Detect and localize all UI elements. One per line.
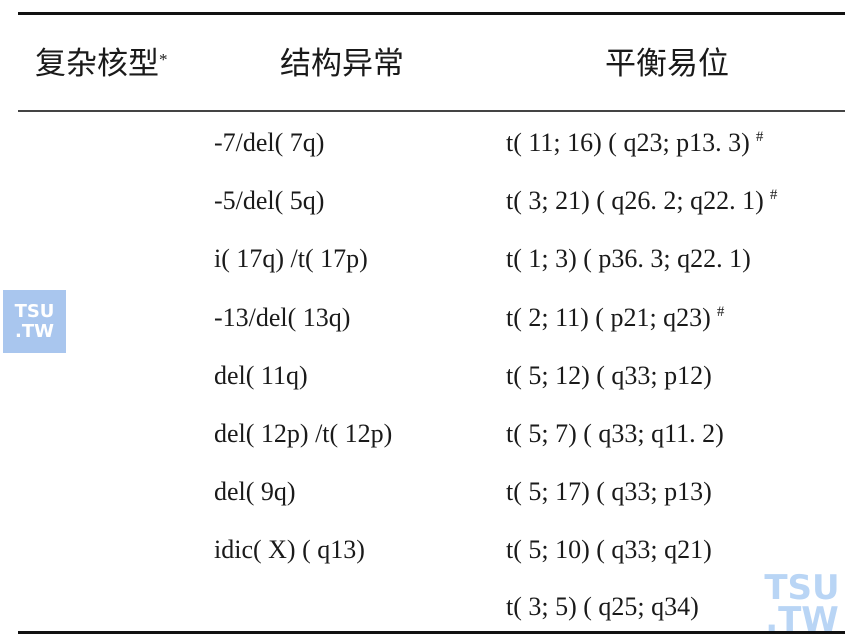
structural-abnormality-cell: -13/del( 13q) <box>214 303 351 332</box>
structural-abnormality-cell: del( 9q) <box>214 477 296 506</box>
header-text: 复杂核型 <box>35 46 159 81</box>
top-rule <box>18 12 845 15</box>
balanced-translocation-cell: t( 1; 3) ( p36. 3; q22. 1) <box>506 244 751 274</box>
translocation-text: t( 11; 16) ( q23; p13. 3) <box>506 128 750 157</box>
translocation-text: t( 5; 17) ( q33; p13) <box>506 477 712 506</box>
footnote-marker: # <box>755 129 764 145</box>
balanced-translocation-cell: t( 11; 16) ( q23; p13. 3) # <box>506 128 763 158</box>
translocation-text: t( 1; 3) ( p36. 3; q22. 1) <box>506 244 751 273</box>
balanced-translocation-cell: t( 5; 10) ( q33; q21) <box>506 535 712 565</box>
structural-abnormality-cell: idic( X) ( q13) <box>214 535 365 564</box>
header-marker: * <box>159 50 168 69</box>
header-rule <box>18 110 845 112</box>
balanced-translocation-cell: t( 2; 11) ( p21; q23) # <box>506 303 724 333</box>
structural-abnormality-cell: -7/del( 7q) <box>214 128 325 157</box>
header-structural-abnormality: 结构异常 <box>280 46 404 81</box>
balanced-translocation-cell: t( 5; 7) ( q33; q11. 2) <box>506 419 724 449</box>
structural-abnormality-cell: -5/del( 5q) <box>214 186 325 215</box>
balanced-translocation-cell: t( 3; 21) ( q26. 2; q22. 1) # <box>506 186 777 216</box>
translocation-text: t( 2; 11) ( p21; q23) <box>506 303 711 332</box>
translocation-text: t( 5; 12) ( q33; p12) <box>506 361 712 390</box>
watermark-logo: TSU .TW <box>3 290 66 353</box>
structural-abnormality-cell: i( 17q) /t( 17p) <box>214 244 368 273</box>
bottom-rule <box>18 631 845 634</box>
balanced-translocation-cell: t( 3; 5) ( q25; q34) <box>506 592 699 622</box>
translocation-text: t( 5; 10) ( q33; q21) <box>506 535 712 564</box>
balanced-translocation-cell: t( 5; 12) ( q33; p12) <box>506 361 712 391</box>
footnote-marker: # <box>716 304 725 320</box>
structural-abnormality-cell: del( 11q) <box>214 361 308 390</box>
watermark-logo: TSU .TW <box>764 568 840 640</box>
translocation-text: t( 5; 7) ( q33; q11. 2) <box>506 419 724 448</box>
footnote-marker: # <box>769 187 778 203</box>
balanced-translocation-cell: t( 5; 17) ( q33; p13) <box>506 477 712 507</box>
translocation-text: t( 3; 21) ( q26. 2; q22. 1) <box>506 186 764 215</box>
structural-abnormality-cell: del( 12p) /t( 12p) <box>214 419 393 448</box>
header-complex-karyotype: 复杂核型* <box>35 44 168 84</box>
header-balanced-translocation: 平衡易位 <box>605 46 729 81</box>
translocation-text: t( 3; 5) ( q25; q34) <box>506 592 699 621</box>
